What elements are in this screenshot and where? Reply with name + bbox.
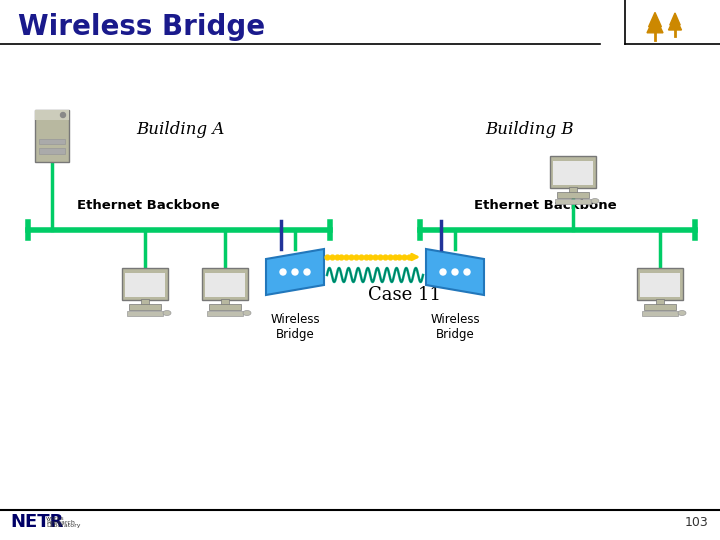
Bar (35, 110, 69, 120)
Bar (209, 304, 241, 310)
Bar (557, 192, 589, 198)
Circle shape (280, 269, 286, 275)
Text: Wireless Bridge: Wireless Bridge (18, 13, 265, 41)
Polygon shape (266, 249, 324, 295)
Bar (205, 273, 245, 297)
Bar (127, 311, 163, 316)
Text: Wireless
Bridge: Wireless Bridge (430, 313, 480, 341)
Circle shape (60, 112, 66, 118)
Bar (202, 268, 248, 300)
Bar (122, 268, 168, 300)
Bar (569, 187, 577, 193)
Bar (221, 299, 229, 305)
Bar (555, 199, 591, 204)
Bar (39, 139, 65, 144)
Polygon shape (649, 12, 662, 27)
Text: Laboratory: Laboratory (46, 523, 81, 529)
Ellipse shape (678, 310, 686, 315)
Bar (125, 273, 165, 297)
Bar (35, 110, 69, 162)
Bar (642, 311, 678, 316)
Bar (656, 299, 664, 305)
Bar (553, 161, 593, 185)
Bar (207, 311, 243, 316)
Polygon shape (426, 249, 484, 295)
Circle shape (304, 269, 310, 275)
Circle shape (292, 269, 298, 275)
Bar (637, 268, 683, 300)
Polygon shape (668, 16, 682, 30)
Bar (129, 304, 161, 310)
Bar (644, 304, 676, 310)
Text: Research: Research (46, 519, 75, 524)
Bar (39, 148, 65, 154)
Circle shape (440, 269, 446, 275)
Bar (640, 273, 680, 297)
Text: Building B: Building B (486, 122, 575, 138)
Circle shape (452, 269, 458, 275)
Text: Wireless
Bridge: Wireless Bridge (270, 313, 320, 341)
Polygon shape (647, 16, 663, 33)
Text: Building A: Building A (136, 122, 224, 138)
Bar (141, 299, 149, 305)
Text: Ethernet Backbone: Ethernet Backbone (474, 199, 616, 212)
Text: Ethernet Backbone: Ethernet Backbone (77, 199, 220, 212)
Bar (550, 156, 596, 188)
Text: NETR: NETR (10, 513, 63, 531)
Circle shape (464, 269, 470, 275)
Text: Case 11: Case 11 (369, 286, 441, 304)
Ellipse shape (591, 199, 599, 204)
Text: works: works (46, 516, 65, 521)
Polygon shape (670, 13, 680, 25)
Text: 103: 103 (684, 516, 708, 530)
Ellipse shape (163, 310, 171, 315)
Ellipse shape (243, 310, 251, 315)
